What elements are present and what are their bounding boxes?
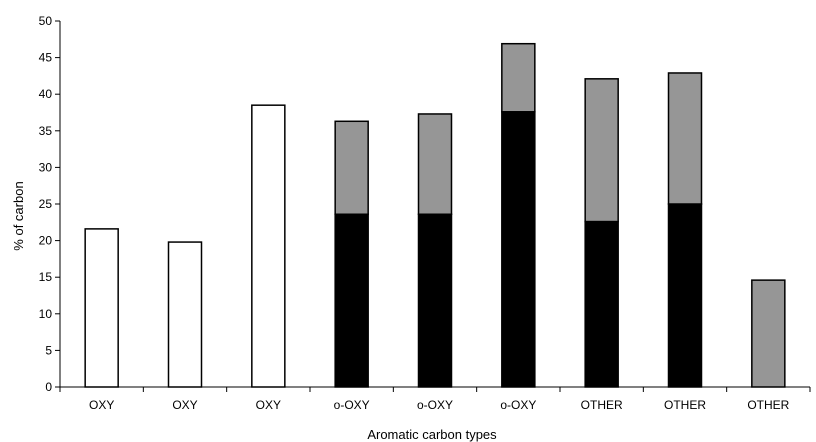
x-axis: OXY OXY OXY o-OXY o-OXY o-OXY OTHER OTHER OTHER [59, 386, 811, 412]
y-tick-label: 10 [39, 307, 53, 321]
y-axis: 0 5 10 15 20 25 30 35 40 45 50 [39, 14, 61, 394]
y-tick-label: 50 [39, 14, 53, 28]
bars [84, 42, 786, 388]
bar-segment [334, 213, 369, 388]
y-tick-label: 30 [39, 160, 53, 174]
bar-segment [417, 113, 453, 215]
bar-segment [501, 111, 536, 388]
bar-segment [167, 241, 203, 388]
x-tick-label: o-OXY [417, 398, 453, 412]
bar-segment [501, 42, 536, 113]
y-tick-label: 5 [45, 343, 52, 357]
x-tick-label: o-OXY [500, 398, 536, 412]
bar-segment [751, 279, 786, 388]
bar-segment [667, 203, 703, 388]
x-tick-label: OTHER [581, 398, 623, 412]
y-tick-label: 35 [39, 124, 53, 138]
x-tick-label: OXY [256, 398, 281, 412]
y-axis-title: % of carbon [11, 181, 26, 250]
y-tick-label: 0 [45, 380, 52, 394]
x-tick-label: o-OXY [334, 398, 370, 412]
x-tick-label: OTHER [664, 398, 706, 412]
x-tick-label: OTHER [747, 398, 789, 412]
y-tick-label: 15 [39, 270, 53, 284]
bar-segment [667, 72, 703, 205]
x-tick-label: OXY [89, 398, 114, 412]
bar-segment [251, 104, 286, 388]
x-tick-label: OXY [172, 398, 197, 412]
bar-segment [334, 120, 369, 215]
bar-segment [584, 220, 619, 388]
y-tick-label: 25 [39, 197, 53, 211]
bar-segment [417, 213, 453, 388]
x-axis-title: Aromatic carbon types [367, 427, 497, 442]
bar-segment [84, 228, 119, 388]
y-tick-label: 45 [39, 51, 53, 65]
y-tick-label: 20 [39, 234, 53, 248]
y-tick-label: 40 [39, 87, 53, 101]
bar-segment [584, 78, 619, 223]
